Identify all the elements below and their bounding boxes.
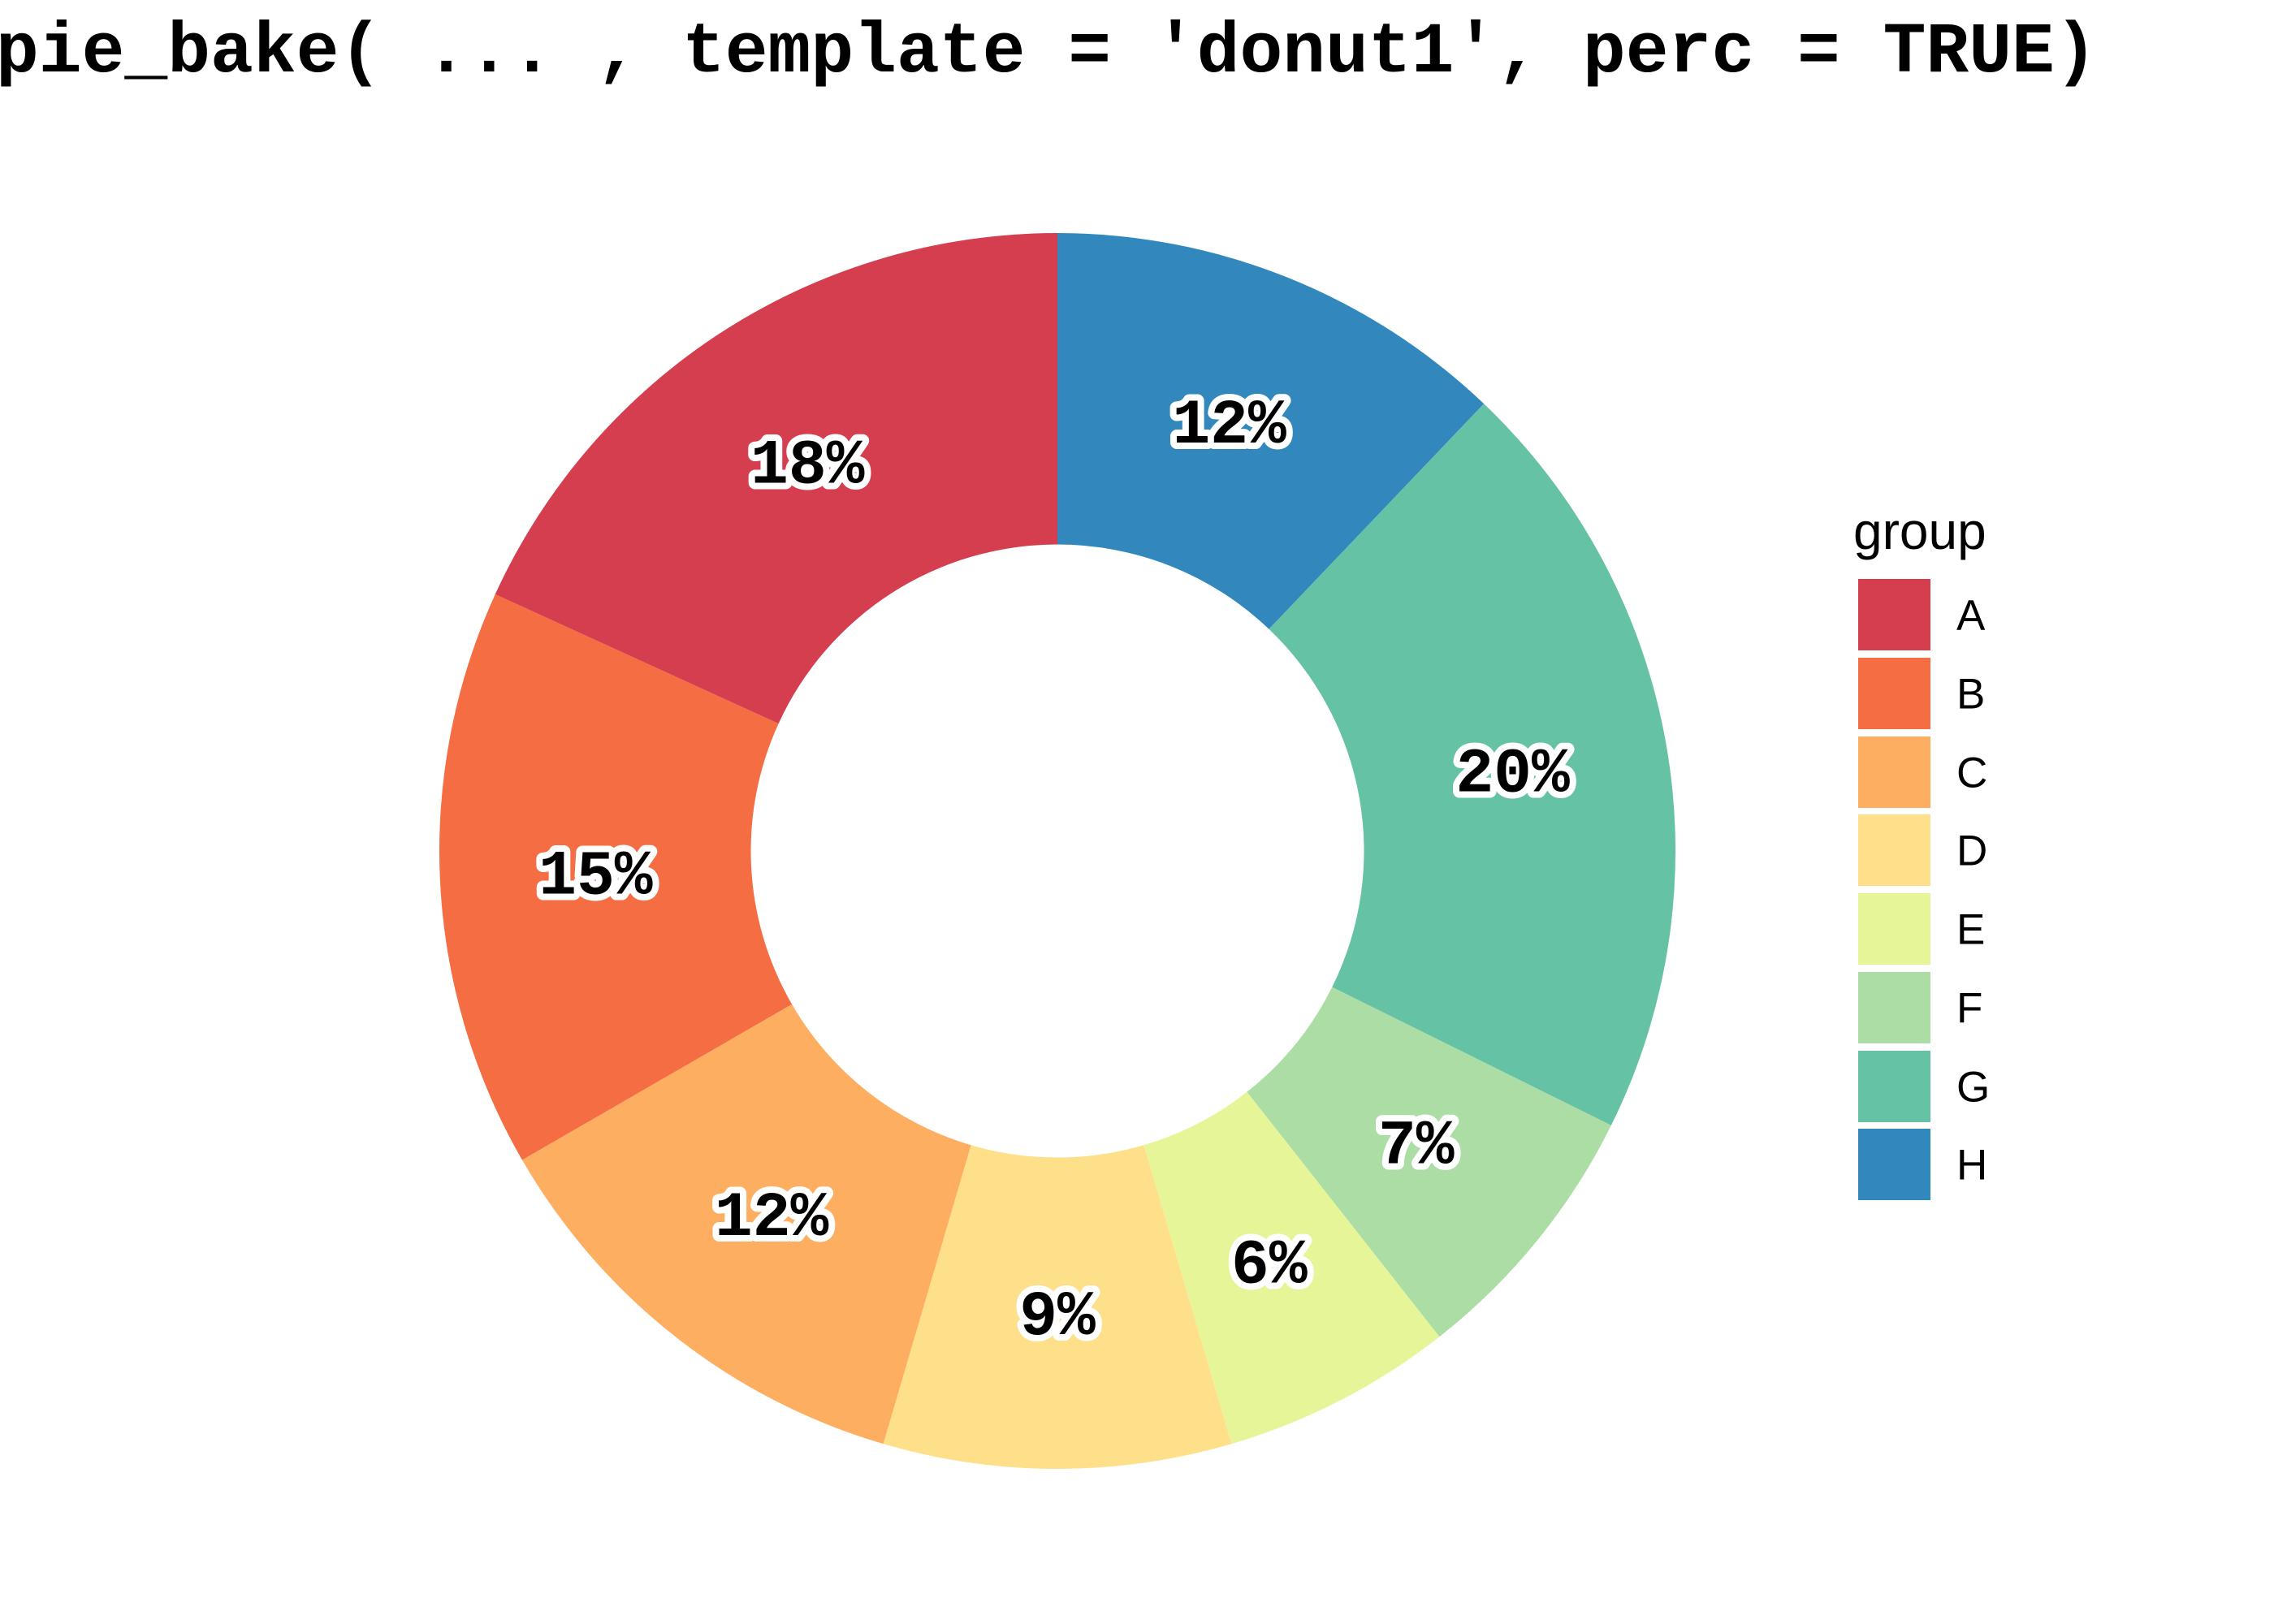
svg-text:D: D <box>1956 827 1987 875</box>
svg-text:A: A <box>1956 591 1986 639</box>
svg-text:C: C <box>1956 749 1987 797</box>
svg-text:G: G <box>1956 1063 1990 1111</box>
svg-text:9%: 9% <box>1019 1282 1096 1354</box>
svg-text:B: B <box>1956 670 1985 718</box>
svg-text:18%: 18% <box>750 431 865 503</box>
svg-text:7%: 7% <box>1378 1111 1455 1182</box>
svg-text:12%: 12% <box>1172 391 1286 462</box>
svg-text:H: H <box>1956 1141 1987 1189</box>
svg-text:group: group <box>1853 502 1987 560</box>
svg-text:6%: 6% <box>1231 1230 1308 1302</box>
svg-text:E: E <box>1956 905 1985 953</box>
svg-text:12%: 12% <box>715 1183 829 1255</box>
svg-text:15%: 15% <box>538 842 653 914</box>
svg-text:F: F <box>1956 984 1982 1032</box>
svg-text:20%: 20% <box>1455 740 1570 811</box>
svg-text:pie_bake( ... , template = 'do: pie_bake( ... , template = 'donut1', per… <box>0 13 2098 93</box>
